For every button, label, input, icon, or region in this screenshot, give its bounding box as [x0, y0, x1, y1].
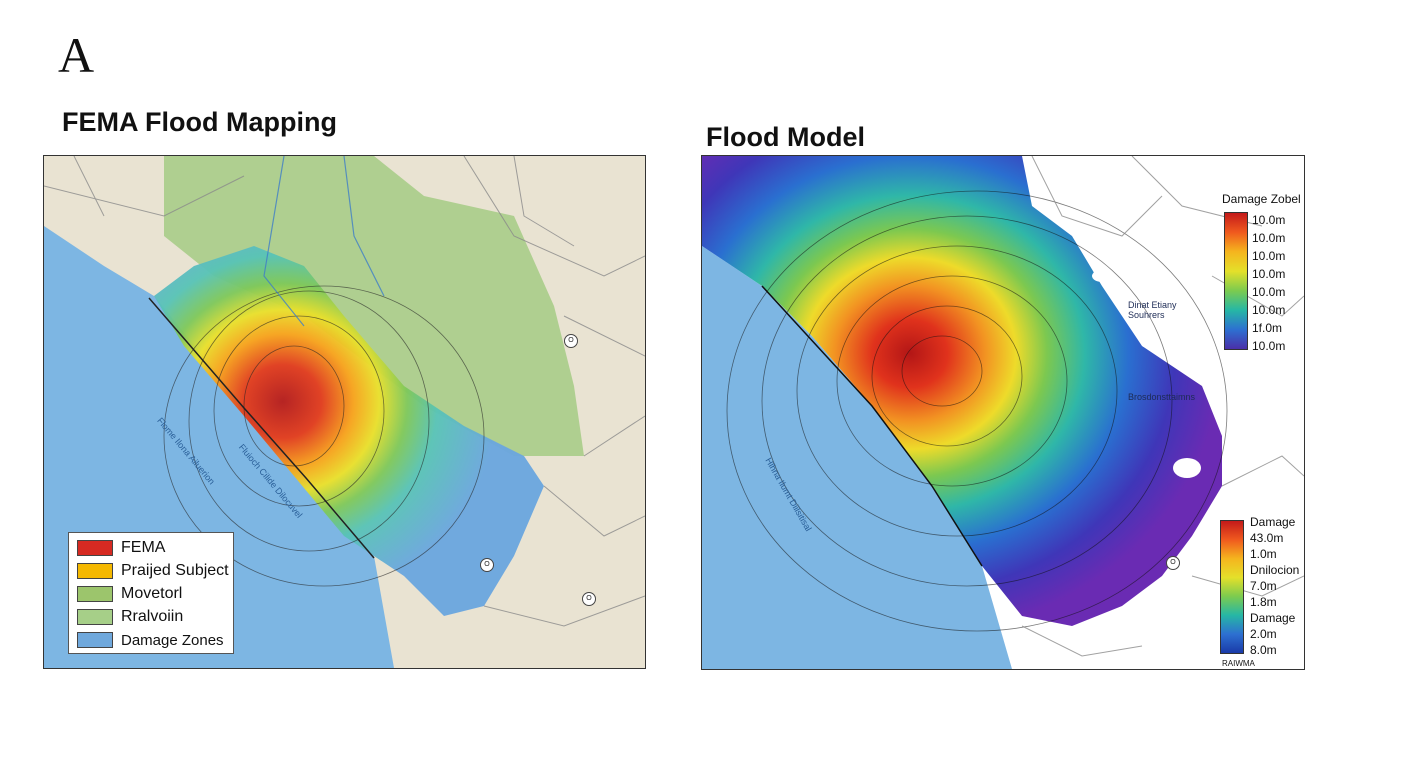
legend-swatch [77, 632, 113, 648]
colorbar-bottom [1220, 520, 1244, 654]
contour-lines [163, 285, 485, 587]
ocean-water [702, 246, 1012, 669]
dry-pocket [1092, 270, 1112, 282]
colorbar-tick: 1.8m [1250, 595, 1277, 609]
colorbar-tick: 10.0m [1252, 285, 1286, 299]
colorbar-tick: 2.0m [1250, 627, 1277, 641]
map-annotation: Dinat Etiany Souhrers [1128, 300, 1177, 320]
legend-item: FEMA [77, 539, 165, 557]
colorbar-tick: Damage [1250, 611, 1296, 625]
colorbar-tick: 43.0m [1250, 531, 1284, 545]
legend-label: Movetorl [121, 585, 183, 602]
colorbar-tick: 10.0m [1252, 267, 1286, 281]
route-marker-icon: O [582, 592, 596, 606]
map-annotation: Brosdonsttaimns [1128, 392, 1196, 402]
right-map-title: Flood Model [706, 122, 865, 152]
colorbar-tick: 10.0m [1252, 339, 1286, 353]
legend-item: Movetorl [77, 585, 182, 603]
colorbar-footer: RAIWMA [1222, 659, 1255, 668]
left-map-title: FEMA Flood Mapping [62, 107, 337, 137]
green-terrain-area [164, 156, 584, 456]
legend-swatch [77, 563, 113, 579]
colorbar-tick: 1f.0m [1252, 321, 1283, 335]
colorbar-title: Damage Zobel [1222, 192, 1301, 206]
legend-label: Rralvoiin [121, 608, 184, 625]
legend-swatch [77, 586, 113, 602]
colorbar-tick: 10.0m [1252, 303, 1286, 317]
flood-model-map: Dinat Etiany Souhrers Brosdonsttaimns Hl… [701, 155, 1305, 670]
coastline [761, 285, 983, 567]
legend-label: Damage Zones [121, 631, 224, 649]
dry-pocket [1173, 458, 1201, 478]
legend-swatch [77, 540, 113, 556]
colorbar-tick: 8.0m [1250, 643, 1277, 657]
colorbar-tick: Damage [1250, 515, 1296, 529]
colorbar-tick: 10.0m [1252, 231, 1286, 245]
colorbar-tick: 7.0m [1250, 579, 1277, 593]
colorbar-tick: 10.0m [1252, 249, 1286, 263]
colorbar-top [1224, 212, 1248, 350]
panel-letter: A [58, 27, 95, 83]
route-marker-icon: O [480, 558, 494, 572]
flood-zone [154, 246, 544, 616]
legend-label: Praijed Subject [121, 562, 229, 579]
route-marker-icon: O [564, 334, 578, 348]
legend-swatch [77, 609, 113, 625]
colorbar-tick: 1.0m [1250, 547, 1277, 561]
legend-item: Praijed Subject [77, 562, 229, 580]
fema-flood-map: Flome Ilona Ailuerion Fluioch Cilide Dil… [43, 155, 646, 669]
coastline [148, 297, 375, 559]
route-marker-icon: O [1166, 556, 1180, 570]
road-network [44, 156, 645, 627]
colorbar-tick: Dnilocion [1250, 563, 1300, 577]
model-map-canvas [702, 156, 1304, 669]
rivers [263, 156, 385, 327]
colorbar-tick: 10.0m [1252, 213, 1286, 227]
legend-item: Damage Zones [77, 631, 224, 649]
legend-label: FEMA [121, 539, 166, 556]
legend-item: Rralvoiin [77, 608, 183, 626]
contour-lines [726, 190, 1228, 632]
flood-model-surface [702, 156, 1222, 626]
map-legend: FEMA Praijed Subject Movetorl Rralvoiin … [68, 532, 234, 654]
